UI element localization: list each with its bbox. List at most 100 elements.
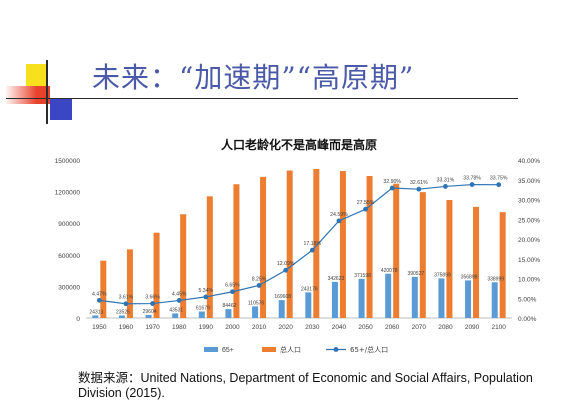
bar-65plus-value-label: 29604 — [143, 309, 157, 315]
line-point — [150, 301, 155, 306]
deco-vertical-line — [46, 60, 48, 124]
line-point — [443, 184, 448, 189]
deco-yellow-square — [26, 64, 48, 86]
title-divider — [6, 98, 518, 99]
y-right-tick-label: 30.00% — [518, 198, 540, 205]
bar-65plus — [385, 273, 392, 318]
x-tick-label: 2040 — [332, 324, 347, 331]
y-right-tick-label: 0.00% — [518, 316, 537, 323]
line-point — [230, 289, 235, 295]
line-point — [123, 301, 129, 307]
line-value-label: 3.66% — [145, 295, 160, 301]
bar-65plus-value-label: 243176 — [301, 286, 318, 292]
x-tick-label: 2090 — [465, 324, 480, 331]
line-point — [203, 294, 209, 300]
line-point — [389, 185, 395, 191]
x-tick-label: 1980 — [172, 324, 187, 331]
line-value-label: 17.18% — [304, 241, 322, 247]
bar-total-population — [473, 206, 480, 318]
legend-label-65plus: 65+ — [222, 347, 234, 354]
line-point — [256, 283, 262, 288]
line-point — [416, 186, 422, 192]
bar-total-population — [366, 176, 373, 318]
bar-65plus — [225, 309, 232, 318]
line-point — [496, 182, 502, 188]
y-left-tick-label: 900000 — [58, 221, 80, 228]
deco-red-bar — [6, 86, 50, 104]
bar-65plus-value-label: 24313 — [89, 309, 103, 315]
line-value-label: 33.78% — [463, 176, 481, 182]
bar-65plus — [145, 314, 152, 318]
legend-swatch-65plus — [204, 347, 218, 352]
line-value-label: 33.31% — [437, 177, 455, 183]
x-tick-label: 1970 — [145, 324, 160, 331]
bar-total-population — [233, 184, 240, 318]
y-right-tick-label: 40.00% — [518, 158, 540, 165]
line-65plus-ratio — [99, 183, 499, 305]
y-right-tick-label: 25.00% — [518, 217, 540, 224]
x-tick-label: 2000 — [225, 324, 240, 331]
bar-65plus — [358, 278, 365, 318]
bar-65plus — [198, 311, 205, 318]
line-value-label: 32.90% — [383, 179, 401, 185]
legend-label-ratio: 65+/总人口 — [350, 345, 388, 354]
line-point — [283, 267, 289, 273]
x-tick-label: 2030 — [305, 324, 320, 331]
bar-65plus — [438, 278, 445, 318]
bar-total-population — [286, 170, 293, 318]
y-left-tick-label: 600000 — [58, 253, 80, 260]
line-value-label: 12.09% — [277, 261, 295, 267]
bar-total-population — [100, 260, 107, 318]
x-tick-label: 2070 — [412, 324, 427, 331]
y-left-tick-label: 300000 — [58, 284, 80, 291]
line-point — [469, 182, 475, 187]
bar-65plus — [118, 315, 125, 318]
line-point — [176, 298, 182, 303]
line-value-label: 5.34% — [198, 288, 213, 294]
bar-total-population — [339, 171, 346, 318]
bar-65plus-value-label: 84462 — [222, 303, 236, 309]
bar-total-population — [206, 196, 213, 318]
bar-65plus — [411, 276, 418, 318]
y-right-tick-label: 5.00% — [518, 296, 537, 303]
bar-65plus-value-label: 390527 — [407, 271, 424, 277]
x-tick-label: 2050 — [358, 324, 373, 331]
line-value-label: 6.65% — [225, 283, 240, 289]
bar-65plus-value-label: 43531 — [169, 307, 183, 313]
y-right-tick-label: 20.00% — [518, 237, 540, 244]
x-tick-label: 2100 — [491, 324, 506, 331]
bar-65plus — [278, 300, 285, 318]
bar-65plus — [252, 306, 259, 318]
legend-swatch-total — [262, 347, 276, 352]
x-tick-label: 1990 — [199, 324, 214, 331]
bar-total-population — [499, 212, 506, 318]
line-point — [96, 297, 102, 303]
bar-total-population — [419, 192, 426, 318]
x-tick-label: 2060 — [385, 324, 400, 331]
bar-65plus — [465, 280, 472, 318]
bar-65plus-value-label: 420078 — [381, 268, 398, 274]
y-left-tick-label: 0 — [76, 316, 80, 323]
y-right-tick-label: 15.00% — [518, 257, 540, 264]
bar-65plus — [92, 315, 99, 318]
bar-total-population — [180, 214, 187, 318]
x-tick-label: 2010 — [252, 324, 267, 331]
y-left-tick-label: 1200000 — [55, 190, 81, 197]
bar-total-population — [446, 200, 453, 318]
chart: 人口老龄化不是高峰而是高原 0 300000 600000 900000 1200000 1… — [55, 137, 541, 354]
bar-65plus — [305, 292, 312, 318]
line-point — [336, 218, 342, 224]
legend-swatch-ratio-marker — [333, 347, 339, 352]
bar-65plus-value-label: 338999 — [487, 276, 504, 282]
line-value-label: 32.61% — [410, 180, 428, 186]
line-value-label: 8.25% — [252, 276, 267, 282]
line-value-label: 3.61% — [119, 295, 134, 301]
bar-65plus-value-label: 23525 — [116, 310, 130, 316]
x-tick-label: 2080 — [438, 324, 453, 331]
slide-title: 未来：“加速期”“高原期” — [92, 61, 415, 94]
y-left-tick-label: 1500000 — [55, 158, 81, 165]
deco-blue-square — [50, 98, 72, 120]
line-point — [309, 247, 315, 253]
bar-total-population — [393, 183, 400, 318]
